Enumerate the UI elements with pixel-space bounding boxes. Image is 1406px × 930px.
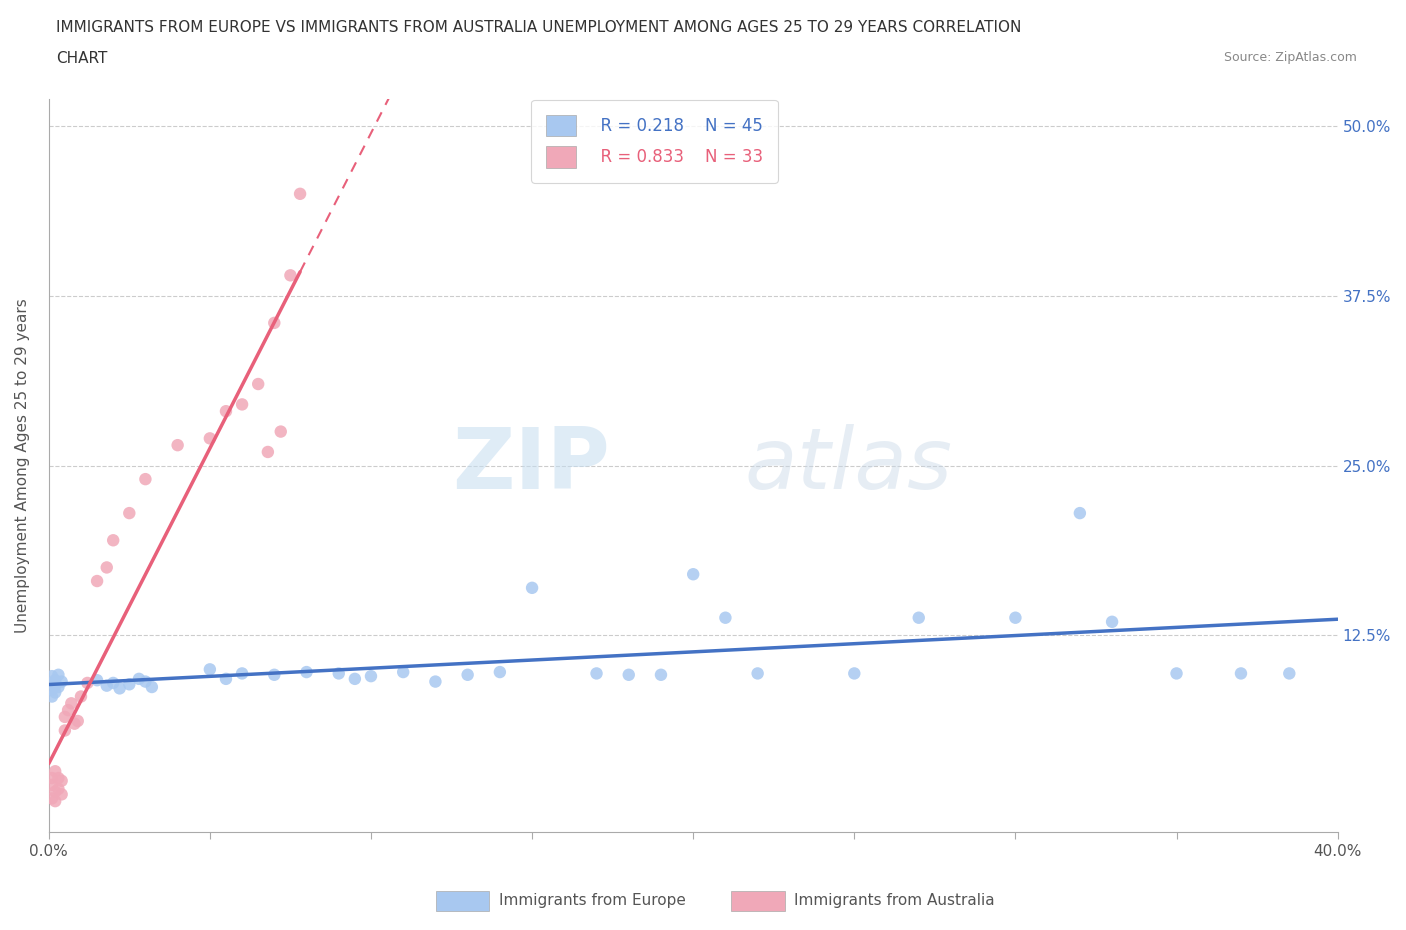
Point — [714, 610, 737, 625]
Point — [44, 764, 66, 778]
Point — [288, 186, 311, 201]
Point — [257, 445, 280, 459]
Point — [44, 784, 66, 799]
Point — [44, 685, 66, 700]
Point — [51, 774, 73, 789]
Point — [198, 662, 221, 677]
Point — [650, 668, 672, 683]
Text: IMMIGRANTS FROM EUROPE VS IMMIGRANTS FROM AUSTRALIA UNEMPLOYMENT AMONG AGES 25 T: IMMIGRANTS FROM EUROPE VS IMMIGRANTS FRO… — [56, 20, 1022, 35]
Point — [198, 431, 221, 445]
Point — [489, 665, 512, 680]
Point — [134, 674, 156, 689]
Point — [41, 683, 63, 698]
Point — [360, 669, 382, 684]
Point — [617, 668, 640, 683]
Text: Immigrants from Australia: Immigrants from Australia — [794, 893, 995, 908]
Point — [392, 665, 415, 680]
Y-axis label: Unemployment Among Ages 25 to 29 years: Unemployment Among Ages 25 to 29 years — [15, 299, 30, 633]
Point — [747, 666, 769, 681]
Point — [280, 268, 302, 283]
Point — [51, 787, 73, 802]
Point — [48, 680, 70, 695]
Point — [270, 424, 292, 439]
Point — [44, 678, 66, 693]
Point — [231, 397, 253, 412]
Point — [53, 723, 76, 737]
Point — [51, 674, 73, 689]
Point — [1004, 610, 1026, 625]
Point — [263, 315, 285, 330]
Point — [844, 666, 866, 681]
Point — [48, 668, 70, 683]
Point — [63, 716, 86, 731]
Point — [682, 566, 704, 581]
Legend:   R = 0.218    N = 45,   R = 0.833    N = 33: R = 0.218 N = 45, R = 0.833 N = 33 — [531, 100, 778, 182]
Point — [263, 668, 285, 683]
Point — [457, 668, 479, 683]
Text: CHART: CHART — [56, 51, 108, 66]
Text: atlas: atlas — [745, 424, 953, 507]
Point — [70, 689, 93, 704]
Text: ZIP: ZIP — [451, 424, 609, 507]
Point — [425, 674, 447, 689]
Point — [44, 672, 66, 687]
Point — [231, 666, 253, 681]
Point — [128, 671, 150, 686]
Point — [41, 669, 63, 684]
Point — [108, 681, 131, 696]
Point — [247, 377, 270, 392]
Point — [907, 610, 929, 625]
Point — [53, 710, 76, 724]
Point — [1230, 666, 1253, 681]
Point — [41, 777, 63, 792]
Point — [96, 560, 118, 575]
Point — [295, 665, 318, 680]
Point — [96, 678, 118, 693]
Point — [103, 533, 125, 548]
Point — [41, 689, 63, 704]
Point — [118, 677, 141, 692]
Point — [1166, 666, 1188, 681]
Point — [41, 771, 63, 786]
Point — [41, 675, 63, 690]
Point — [520, 580, 543, 595]
Point — [66, 713, 89, 728]
Point — [86, 672, 108, 687]
Point — [76, 675, 98, 690]
Point — [215, 671, 238, 686]
Text: Immigrants from Europe: Immigrants from Europe — [499, 893, 686, 908]
Point — [215, 404, 238, 418]
Point — [328, 666, 350, 681]
Point — [1101, 615, 1123, 630]
Point — [118, 506, 141, 521]
Point — [86, 574, 108, 589]
Point — [166, 438, 188, 453]
Point — [134, 472, 156, 486]
Point — [41, 791, 63, 806]
Point — [48, 781, 70, 796]
Point — [103, 675, 125, 690]
Point — [585, 666, 607, 681]
Point — [1278, 666, 1301, 681]
Point — [44, 793, 66, 808]
Text: Source: ZipAtlas.com: Source: ZipAtlas.com — [1223, 51, 1357, 64]
Point — [1069, 506, 1091, 521]
Point — [48, 771, 70, 786]
Point — [343, 671, 366, 686]
Point — [141, 680, 163, 695]
Point — [60, 696, 83, 711]
Point — [56, 703, 79, 718]
